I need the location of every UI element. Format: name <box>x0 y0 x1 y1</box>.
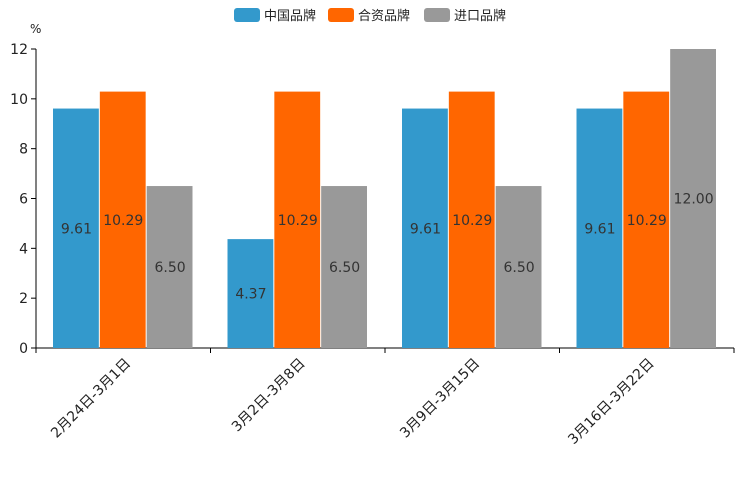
legend-swatch-3 <box>424 8 450 22</box>
y-axis: 0 2 4 6 8 10 12 <box>10 42 37 357</box>
data-label-2-2: 10.29 <box>278 213 318 229</box>
data-label-2-1: 4.37 <box>235 287 266 303</box>
bar-4-2 <box>623 91 670 349</box>
y-axis-unit-label: % <box>30 22 41 36</box>
bar-2-2 <box>274 91 321 349</box>
legend-label-1: 中国品牌 <box>264 8 316 24</box>
x-category-label-1: 2月24日-3月1日 <box>48 356 134 442</box>
y-tick-label-0: 0 <box>19 341 28 357</box>
data-label-2-3: 6.50 <box>329 260 360 276</box>
bar-2-1 <box>227 239 274 348</box>
y-tick-label-6: 6 <box>19 192 28 208</box>
data-label-4-3: 12.00 <box>674 192 714 208</box>
data-label-3-1: 9.61 <box>410 221 441 237</box>
bar-4-3 <box>670 49 716 348</box>
y-tick-label-2: 2 <box>19 291 28 307</box>
bar-3-3 <box>495 186 542 348</box>
bar-2-3 <box>321 186 367 348</box>
x-axis: 2月24日-3月1日 3月2日-3月8日 3月9日-3月15日 3月16日-3月22日 <box>35 347 735 448</box>
legend-swatch-2 <box>328 8 354 22</box>
x-category-label-3: 3月9日-3月15日 <box>397 356 483 442</box>
data-label-3-2: 10.29 <box>452 213 492 229</box>
x-category-label-2: 3月2日-3月8日 <box>229 356 309 436</box>
data-label-1-1: 9.61 <box>61 221 92 237</box>
data-label-3-3: 6.50 <box>503 260 534 276</box>
bar-1-1 <box>53 108 99 348</box>
bar-1-2 <box>99 91 146 349</box>
legend-label-2: 合资品牌 <box>358 8 410 24</box>
data-label-4-2: 10.29 <box>627 213 667 229</box>
bars <box>53 49 716 349</box>
bar-4-1 <box>576 108 623 348</box>
legend-swatch-1 <box>234 8 260 22</box>
legend-label-3: 进口品牌 <box>454 8 506 24</box>
bar-3-2 <box>448 91 495 349</box>
data-labels: 9.61 10.29 6.50 4.37 10.29 6.50 9.61 10.29 6.50 9… <box>61 192 714 303</box>
x-category-label-4: 3月16日-3月22日 <box>565 356 657 448</box>
bar-1-3 <box>146 186 193 348</box>
bar-3-1 <box>402 108 448 348</box>
y-tick-label-8: 8 <box>19 142 28 158</box>
data-label-1-3: 6.50 <box>154 260 185 276</box>
data-label-1-2: 10.29 <box>103 213 143 229</box>
legend: 中国品牌 合资品牌 进口品牌 <box>234 8 506 24</box>
y-tick-label-10: 10 <box>10 92 28 108</box>
y-tick-label-12: 12 <box>10 42 28 58</box>
data-label-4-1: 9.61 <box>584 221 615 237</box>
y-tick-label-4: 4 <box>19 241 28 257</box>
